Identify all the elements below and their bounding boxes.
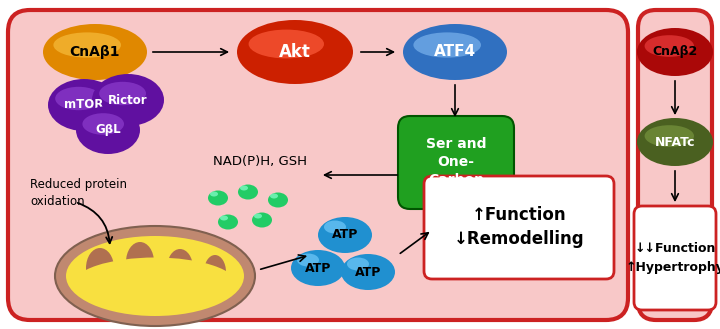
Text: ATP: ATP bbox=[332, 229, 358, 241]
Ellipse shape bbox=[126, 242, 154, 282]
Ellipse shape bbox=[237, 20, 353, 84]
Ellipse shape bbox=[637, 28, 713, 76]
Ellipse shape bbox=[248, 30, 324, 59]
Ellipse shape bbox=[86, 248, 114, 288]
Ellipse shape bbox=[55, 226, 255, 326]
Ellipse shape bbox=[218, 215, 238, 230]
Text: Rictor: Rictor bbox=[108, 93, 148, 107]
FancyBboxPatch shape bbox=[8, 10, 628, 320]
Ellipse shape bbox=[270, 193, 278, 198]
Text: ATP: ATP bbox=[305, 262, 331, 274]
Text: mTOR: mTOR bbox=[64, 98, 104, 112]
Text: ATP: ATP bbox=[355, 266, 381, 279]
Ellipse shape bbox=[644, 125, 694, 147]
FancyBboxPatch shape bbox=[634, 206, 716, 310]
Ellipse shape bbox=[220, 215, 228, 220]
Ellipse shape bbox=[268, 192, 288, 208]
Ellipse shape bbox=[324, 220, 346, 234]
Ellipse shape bbox=[254, 214, 262, 218]
Ellipse shape bbox=[291, 250, 345, 286]
Ellipse shape bbox=[644, 35, 694, 57]
Ellipse shape bbox=[252, 213, 272, 227]
Ellipse shape bbox=[43, 24, 147, 80]
Ellipse shape bbox=[210, 191, 218, 196]
Ellipse shape bbox=[297, 254, 319, 266]
Text: GβL: GβL bbox=[95, 123, 121, 137]
Text: ↓↓Function
↑Hypertrophy: ↓↓Function ↑Hypertrophy bbox=[626, 242, 720, 273]
FancyBboxPatch shape bbox=[424, 176, 614, 279]
Text: NFATc: NFATc bbox=[654, 136, 696, 148]
Text: CnAβ1: CnAβ1 bbox=[70, 45, 120, 59]
Ellipse shape bbox=[167, 249, 193, 287]
Text: NAD(P)H, GSH: NAD(P)H, GSH bbox=[213, 156, 307, 168]
Ellipse shape bbox=[99, 82, 146, 105]
Ellipse shape bbox=[413, 32, 481, 58]
Ellipse shape bbox=[73, 258, 238, 313]
Ellipse shape bbox=[341, 254, 395, 290]
Text: Reduced protein
oxidation: Reduced protein oxidation bbox=[30, 178, 127, 208]
Ellipse shape bbox=[318, 217, 372, 253]
Ellipse shape bbox=[53, 32, 121, 58]
Text: CnAβ2: CnAβ2 bbox=[652, 45, 698, 59]
Ellipse shape bbox=[48, 79, 120, 131]
Ellipse shape bbox=[238, 185, 258, 199]
FancyBboxPatch shape bbox=[398, 116, 514, 209]
Ellipse shape bbox=[55, 87, 102, 110]
Ellipse shape bbox=[92, 74, 164, 126]
Ellipse shape bbox=[76, 106, 140, 154]
Ellipse shape bbox=[66, 236, 244, 316]
Ellipse shape bbox=[637, 118, 713, 166]
Ellipse shape bbox=[240, 186, 248, 190]
Text: ↑Function
↓Remodelling: ↑Function ↓Remodelling bbox=[454, 206, 585, 248]
Text: Ser and
One-
Carbon: Ser and One- Carbon bbox=[426, 137, 486, 187]
Ellipse shape bbox=[82, 113, 124, 135]
Ellipse shape bbox=[204, 255, 226, 289]
Ellipse shape bbox=[208, 190, 228, 206]
Ellipse shape bbox=[347, 258, 369, 270]
FancyBboxPatch shape bbox=[638, 10, 712, 320]
Text: Akt: Akt bbox=[279, 43, 311, 61]
Ellipse shape bbox=[403, 24, 507, 80]
Text: ATF4: ATF4 bbox=[434, 44, 476, 60]
